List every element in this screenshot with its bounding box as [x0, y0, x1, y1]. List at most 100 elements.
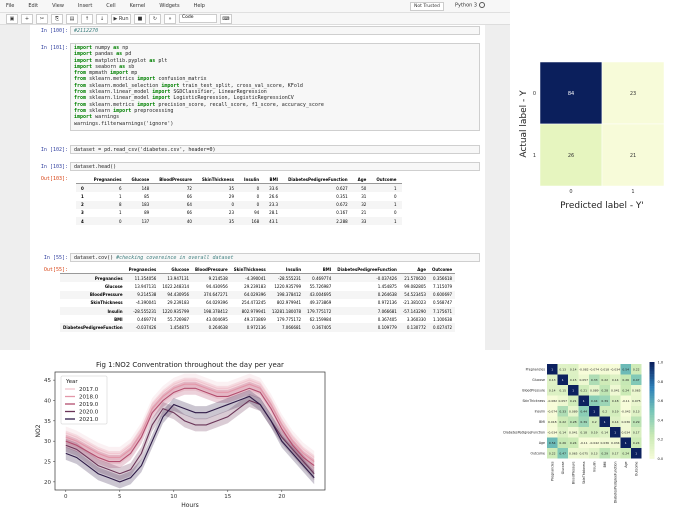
colorbar-tick: 0.2 — [658, 438, 664, 442]
colorbar-segment — [649, 395, 655, 399]
heatmap-cell — [568, 427, 579, 438]
heatmap-cell — [620, 427, 631, 438]
table-cell: 0.627 — [336, 185, 348, 191]
move-down-icon[interactable]: ↓ — [96, 13, 108, 24]
table-cell: 13.947131 — [134, 283, 157, 289]
table-cell: 1.454875 — [377, 283, 397, 289]
paste-icon[interactable]: ▤ — [66, 13, 78, 24]
row-index: SkinThickness — [90, 300, 123, 306]
code-line: dataset = pd.read_csv('diabetes.csv', he… — [74, 147, 216, 153]
x-tick-label: 5 — [118, 494, 122, 500]
menu-edit[interactable]: Edit — [28, 3, 39, 9]
code-line: from sklearn.linear_model import Logisti… — [74, 95, 476, 101]
heatmap-cell — [620, 374, 631, 385]
code-token: preprocessing — [134, 107, 174, 114]
stop-icon[interactable]: ■ — [134, 13, 146, 24]
restart-run-icon[interactable]: » — [164, 13, 176, 24]
table-cell: 7.115079 — [433, 283, 453, 289]
cut-icon[interactable]: ✂ — [36, 13, 48, 24]
colorbar-segment — [649, 407, 655, 411]
menu-help[interactable]: Help — [193, 3, 205, 9]
heatmap-value: 0.18 — [580, 430, 587, 434]
colorbar-segment — [649, 417, 655, 421]
heatmap-cell — [599, 374, 610, 385]
not-trusted-badge[interactable]: Not Trusted — [410, 2, 444, 11]
code-token: confusion_matrix — [158, 76, 207, 83]
heatmap-cell — [578, 406, 589, 417]
table-cell: 49.373869 — [244, 316, 266, 322]
code-token: import — [74, 114, 93, 121]
column-header: BloodPressure — [154, 175, 197, 185]
code-token: cross_val_score, — [236, 82, 285, 89]
copy-icon[interactable]: ⎘ — [51, 13, 63, 24]
colorbar-segment — [649, 419, 655, 423]
menu-insert[interactable]: Insert — [77, 3, 93, 9]
cm-value: 23 — [630, 91, 636, 97]
heatmap-value: -0.034 — [547, 430, 557, 434]
legend-label: 2021.0 — [79, 417, 99, 423]
code-token: sklearn.metrics — [89, 101, 135, 108]
cm-x-tick: 1 — [631, 189, 634, 195]
menu-file[interactable]: File — [6, 3, 15, 9]
code-token: SGDClassifier, — [173, 89, 216, 96]
table-cell: 0.351 — [336, 193, 348, 199]
menu-widgets[interactable]: Widgets — [159, 3, 180, 9]
column-header: BloodPressure — [192, 265, 231, 275]
table-cell: 29.239183 — [167, 300, 190, 306]
code-token: warnings.filterwarnings('ignore') — [74, 120, 174, 127]
code-token: sb — [128, 63, 135, 70]
row-index: 0 — [81, 185, 84, 191]
legend-label: 2019.0 — [79, 402, 99, 408]
command-palette-icon[interactable]: ⌨ — [220, 13, 232, 24]
cm-cell — [601, 123, 665, 187]
code-cell[interactable]: dataset.head() — [70, 162, 480, 171]
cell-type-select[interactable]: Code — [179, 14, 217, 23]
move-up-icon[interactable]: ↑ — [81, 13, 93, 24]
heatmap-value: 0.018 — [548, 420, 557, 424]
save-icon[interactable]: ▣ — [6, 13, 18, 24]
menu-view[interactable]: View — [52, 3, 64, 9]
code-cell[interactable]: #2112270 — [70, 26, 480, 35]
menu-bar: File Edit View Insert Cell Kernel Widget… — [0, 0, 510, 13]
table-row: Insulin -28.555231 1220.935799 198.378412 80… — [60, 306, 456, 316]
table-cell: 148 — [141, 185, 150, 191]
run-button[interactable]: ▶ Run — [111, 13, 131, 24]
heatmap-cell — [557, 437, 568, 448]
code-cell[interactable]: dataset = pd.read_csv('diabetes.csv', he… — [70, 145, 480, 154]
menu-kernel[interactable]: Kernel — [129, 3, 146, 9]
table-cell: 0.469774 — [137, 316, 157, 322]
table-cell: -0.037426 — [376, 275, 397, 281]
code-token: from — [74, 89, 87, 96]
table-cell: 6 — [118, 185, 122, 191]
cm-x-tick: 0 — [569, 189, 572, 195]
legend-title: Year — [65, 379, 78, 385]
code-token: precision_score, — [158, 101, 207, 108]
code-comment: #checking covereince in overall dataset — [116, 255, 234, 261]
row-index: Glucose — [104, 283, 123, 289]
heatmap-row-label: DiabetesPedigreeFunction — [503, 430, 545, 434]
code-line: import numpy as np — [74, 45, 476, 51]
restart-icon[interactable]: ↻ — [149, 13, 161, 24]
cell-prompt: In [55]: — [43, 255, 68, 261]
heatmap-value: 0.22 — [559, 420, 566, 424]
heatmap-cell — [631, 395, 642, 406]
code-cell[interactable]: import numpy as np import pandas as pd imp… — [70, 43, 480, 131]
heatmap-value: 1 — [551, 367, 553, 371]
colorbar-segment — [649, 439, 655, 442]
code-cell[interactable]: dataset.cov() #checking covereince in ov… — [70, 253, 480, 262]
no2-chart-figure: Fig 1:NO2 Conventration throughout the d… — [0, 350, 340, 515]
heatmap-value: 1 — [593, 409, 595, 413]
menu-cell[interactable]: Cell — [106, 3, 116, 9]
table-cell: 23.3 — [269, 202, 279, 208]
table-cell: 13281.180078 — [271, 308, 302, 314]
table-cell: 137 — [141, 218, 150, 224]
colorbar-segment — [649, 456, 655, 459]
correlation-heatmap-figure: 1 0.13 0.14 -0.082 -0.074 0.018 -0.034 0.54 0.22… — [475, 350, 680, 515]
heatmap-value: 0.54 — [622, 367, 629, 371]
heatmap-cell — [547, 406, 558, 417]
code-line: #2112270 — [74, 28, 99, 34]
code-token: f1_score, — [251, 101, 279, 108]
add-cell-icon[interactable]: + — [21, 13, 33, 24]
code-token: LogisticRegression, — [173, 95, 231, 102]
table-cell: 0.130772 — [406, 324, 426, 330]
